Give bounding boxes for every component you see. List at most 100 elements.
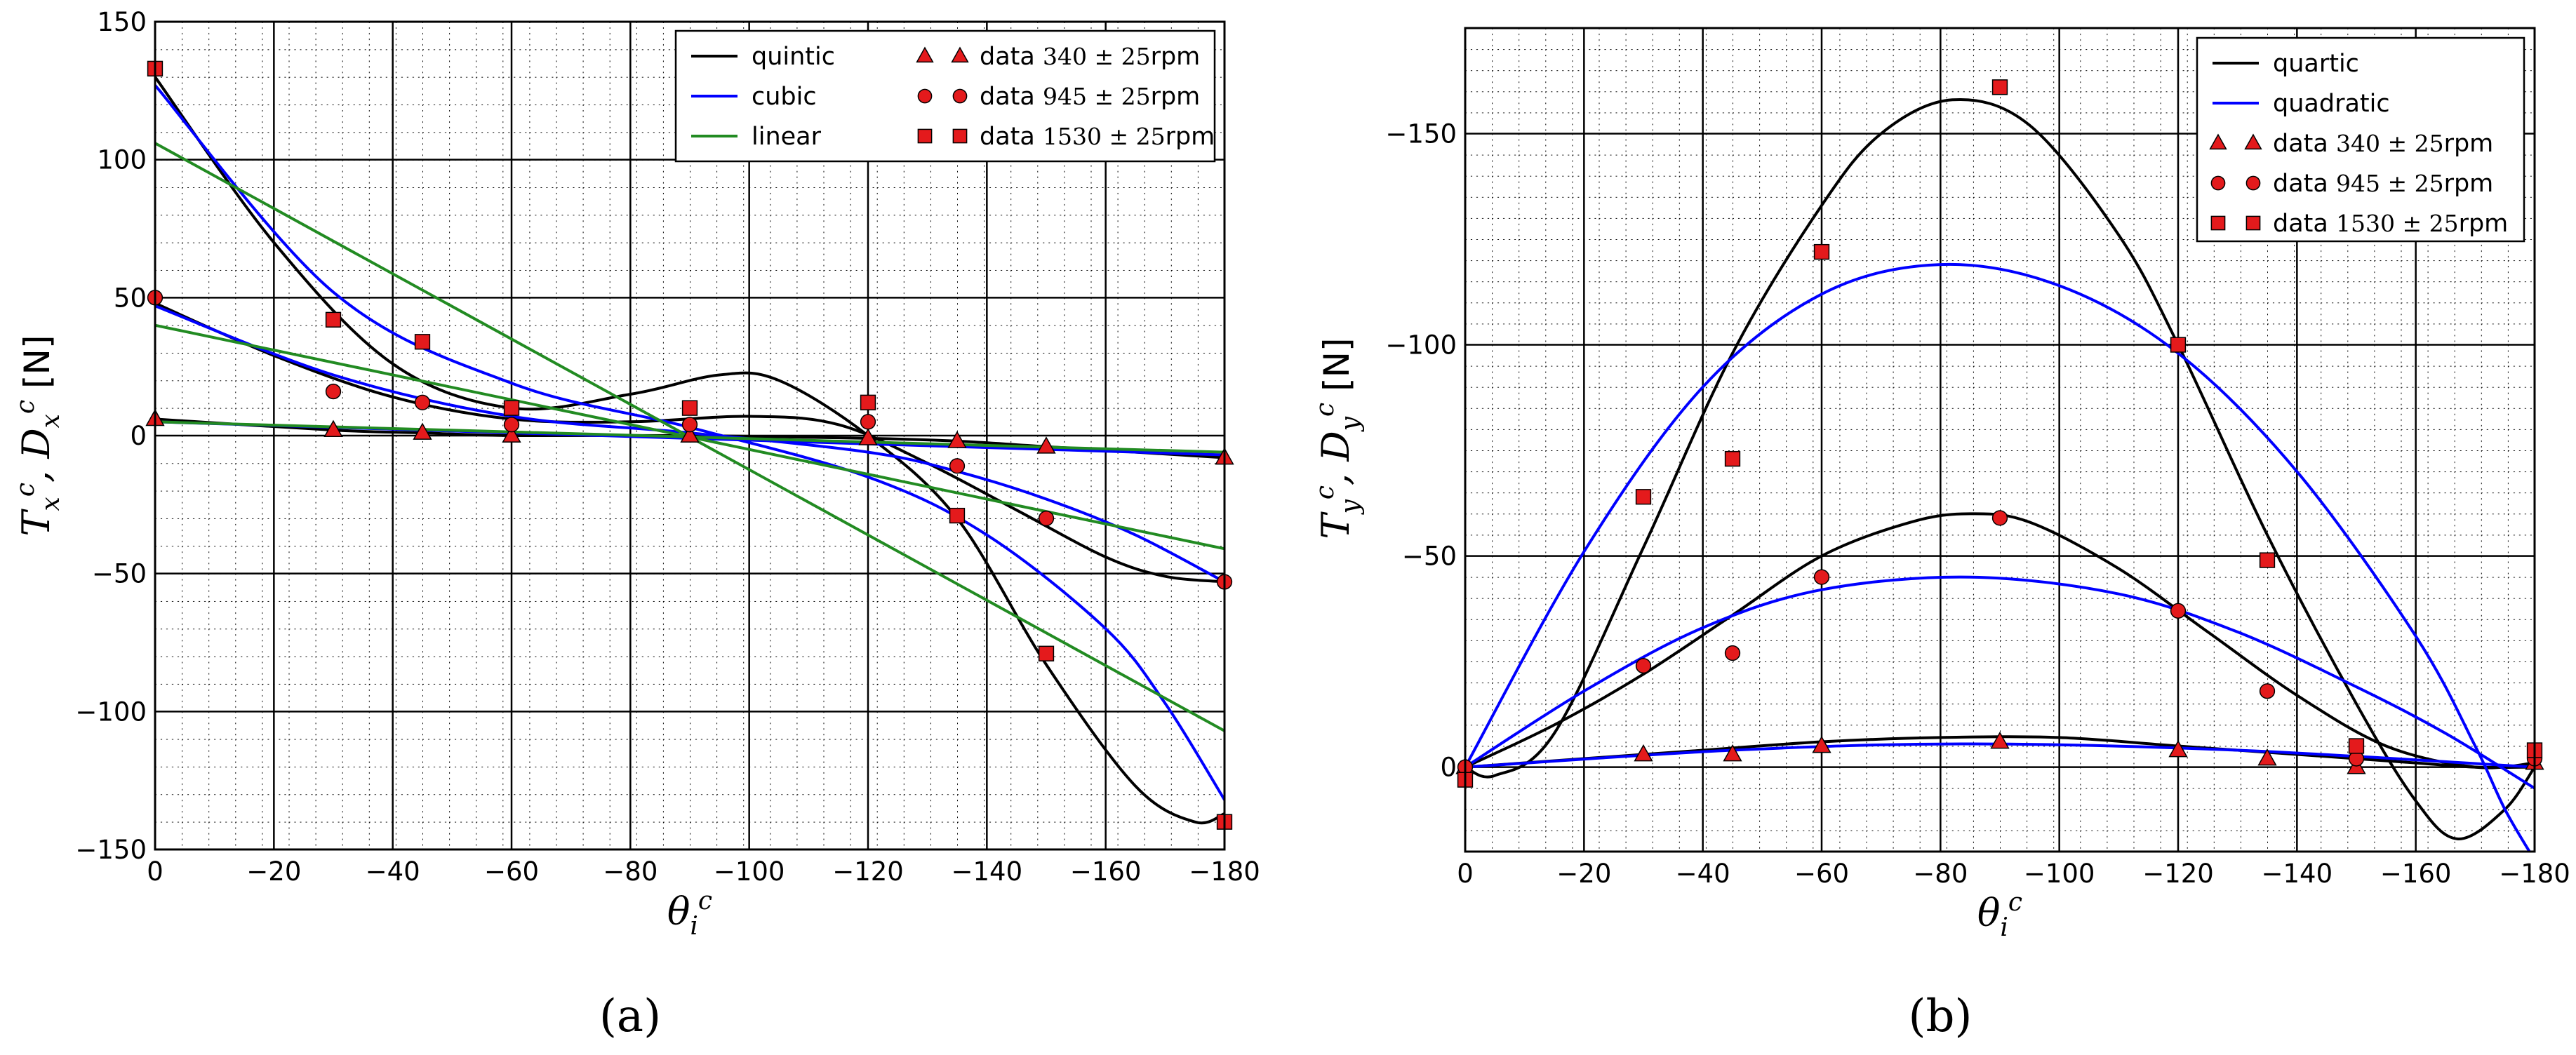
data-point-circle [1038,510,1055,527]
legend-label: data 340 ± 25rpm [980,43,1200,71]
chart-b-ylabel: Tyc, Dyc [N] [1311,338,1365,539]
data-point-square [2170,337,2187,353]
cubic-fit-line-945 [155,304,1224,584]
y-tick-label: 50 [114,283,147,313]
y-tick-label: 100 [97,145,147,175]
data-point-square [1724,450,1741,467]
data-point-triangle [1036,436,1056,454]
data-point-square [860,394,876,410]
data-point-circle [2259,683,2276,699]
legend-label: data 340 ± 25rpm [2273,130,2493,158]
y-tick-label: −100 [1385,330,1457,361]
legend-swatch-marker [917,128,933,144]
data-point-circle [949,458,966,474]
x-tick-label: −100 [714,856,785,887]
x-tick-label: −100 [2024,859,2095,889]
data-point-triangle [1634,744,1653,762]
y-tick-label: 0 [1440,753,1457,783]
legend-label: data 1530 ± 25rpm [2273,210,2508,238]
legend-label: linear [752,123,822,151]
x-tick-label: −160 [2380,859,2452,889]
legend-swatch-marker [2244,133,2262,150]
data-point-circle [860,414,876,430]
chart-b-ticks: 0 −20 −40 −60 −80 −100 −120 −140 −160 −180 −150 −10… [1385,119,2570,889]
data-point-circle [1724,645,1741,661]
quintic-fit-line-1530 [155,75,1224,825]
legend-swatch-marker [952,88,968,104]
x-tick-label: −180 [2499,859,2570,889]
data-point-square [325,311,342,328]
legend-swatch-marker [2210,215,2226,231]
y-tick-label: −150 [1385,119,1457,149]
chart-a-markers [145,60,1234,830]
data-point-circle [681,417,698,433]
y-tick-label: 150 [97,7,147,37]
data-point-square [2259,552,2276,568]
quartic-fit-line-1530 [1465,98,2535,840]
x-tick-label: −180 [1189,856,1260,887]
chart-a-frame [154,20,1226,851]
data-point-square [681,400,698,416]
chart-a-panel-label: (a) [599,990,661,1042]
data-point-triangle [947,431,967,448]
x-tick-label: 0 [147,856,163,887]
data-point-circle [414,394,431,410]
x-tick-label: −20 [246,856,301,887]
quadratic-fit-line-1530 [1465,262,2532,852]
data-point-circle [1991,510,2008,526]
x-tick-label: −160 [1070,856,1142,887]
x-tick-label: −140 [952,856,1023,887]
x-tick-label: −120 [2142,859,2214,889]
chart-a-ylabel: Txc, Dxc [N] [11,335,65,537]
data-point-circle [325,383,342,400]
legend-swatch-marker [2245,175,2261,191]
legend-swatch-marker [916,46,934,63]
legend-label: data 945 ± 25rpm [2273,170,2493,198]
data-point-circle [503,417,520,433]
quadratic-fit-line-945 [1465,575,2535,790]
data-point-square [1991,79,2008,95]
x-tick-label: 0 [1457,859,1474,889]
chart-b: 0 −20 −40 −60 −80 −100 −120 −140 −160 −180 −150 −10… [1311,27,2570,1042]
data-point-triangle [1990,731,2010,749]
legend-label: quintic [752,43,835,71]
legend-label: data 945 ± 25rpm [980,83,1200,111]
legend-label: data 1530 ± 25rpm [980,123,1215,151]
chart-a: 0 −20 −40 −60 −80 −100 −120 −140 −160 −180 −150 −10… [11,7,1260,1042]
data-point-circle [1635,657,1652,674]
y-tick-label: −50 [1402,542,1457,572]
x-tick-label: −140 [2262,859,2333,889]
cubic-fit-line-1530 [155,83,1224,802]
x-tick-label: −60 [484,856,539,887]
legend-label: quadratic [2273,90,2390,118]
legend-swatch-marker [952,128,968,144]
data-point-triangle [2257,748,2277,766]
data-point-circle [2170,603,2187,619]
y-tick-label: −150 [75,835,147,865]
data-point-square [949,507,966,524]
x-tick-label: −120 [832,856,904,887]
chart-b-panel-label: (b) [1909,990,1973,1042]
legend-swatch-marker [2210,175,2226,191]
data-point-square [1038,645,1055,661]
data-point-triangle [502,425,521,443]
legend-swatch-marker [2245,215,2261,231]
chart-b-markers [1455,79,2544,788]
x-tick-label: −80 [603,856,658,887]
chart-b-legend: quartic quadratic data 340 ± 25rpm data 945… [2196,36,2525,243]
x-tick-label: −40 [366,856,420,887]
data-point-triangle [2168,739,2188,758]
data-point-triangle [323,419,343,437]
data-point-square [414,334,431,350]
legend-label: cubic [752,83,817,111]
x-tick-label: −60 [1794,859,1849,889]
y-tick-label: −50 [92,559,147,589]
legend-swatch-marker [917,88,933,104]
legend-swatch-marker [951,46,969,63]
y-tick-label: −100 [75,697,147,727]
chart-a-legend: quintic cubic linear data 340 ± 25rpm data 9… [674,29,1216,163]
data-point-triangle [1812,735,1831,753]
x-tick-label: −40 [1676,859,1730,889]
legend-box [674,29,1216,163]
